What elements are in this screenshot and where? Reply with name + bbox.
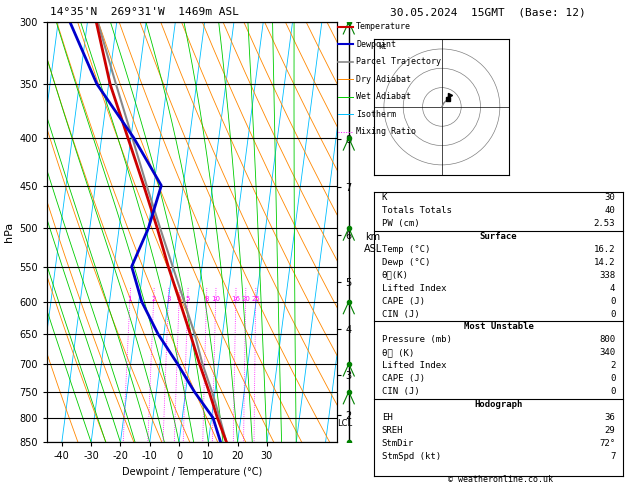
Text: 1: 1 — [128, 295, 132, 302]
Text: 338: 338 — [599, 271, 615, 280]
Text: EH: EH — [382, 413, 392, 422]
Text: LCL: LCL — [337, 419, 352, 428]
Text: Isotherm: Isotherm — [356, 110, 396, 119]
Text: 14°35'N  269°31'W  1469m ASL: 14°35'N 269°31'W 1469m ASL — [50, 7, 239, 17]
Text: 4: 4 — [177, 295, 181, 302]
Y-axis label: hPa: hPa — [4, 222, 14, 242]
Text: Most Unstable: Most Unstable — [464, 323, 533, 331]
Text: Temp (°C): Temp (°C) — [382, 245, 430, 254]
Text: CIN (J): CIN (J) — [382, 387, 420, 396]
Text: Lifted Index: Lifted Index — [382, 361, 446, 370]
Text: 0: 0 — [610, 374, 615, 383]
Text: 30: 30 — [604, 193, 615, 202]
X-axis label: Dewpoint / Temperature (°C): Dewpoint / Temperature (°C) — [122, 467, 262, 477]
Text: 10: 10 — [211, 295, 220, 302]
Text: Dewp (°C): Dewp (°C) — [382, 258, 430, 267]
Text: 25: 25 — [251, 295, 260, 302]
Text: © weatheronline.co.uk: © weatheronline.co.uk — [448, 474, 552, 484]
Text: Dewpoint: Dewpoint — [356, 40, 396, 49]
Text: Lifted Index: Lifted Index — [382, 284, 446, 293]
Text: SREH: SREH — [382, 426, 403, 435]
Text: 340: 340 — [599, 348, 615, 357]
Text: Wet Adiabat: Wet Adiabat — [356, 92, 411, 101]
Text: kt: kt — [378, 42, 386, 51]
Text: Mixing Ratio: Mixing Ratio — [356, 127, 416, 136]
Text: 3: 3 — [166, 295, 170, 302]
Text: StmDir: StmDir — [382, 439, 414, 448]
Text: 29: 29 — [604, 426, 615, 435]
Text: StmSpd (kt): StmSpd (kt) — [382, 451, 441, 461]
Text: 16.2: 16.2 — [594, 245, 615, 254]
Text: 72°: 72° — [599, 439, 615, 448]
Text: 0: 0 — [610, 387, 615, 396]
Text: K: K — [382, 193, 387, 202]
Text: Pressure (mb): Pressure (mb) — [382, 335, 452, 345]
Text: CIN (J): CIN (J) — [382, 310, 420, 318]
Text: Dry Adiabat: Dry Adiabat — [356, 75, 411, 84]
Text: 800: 800 — [599, 335, 615, 345]
Text: 30.05.2024  15GMT  (Base: 12): 30.05.2024 15GMT (Base: 12) — [389, 7, 586, 17]
Text: CAPE (J): CAPE (J) — [382, 296, 425, 306]
Text: CAPE (J): CAPE (J) — [382, 374, 425, 383]
Text: 2.53: 2.53 — [594, 219, 615, 228]
Text: Temperature: Temperature — [356, 22, 411, 31]
Text: 5: 5 — [186, 295, 190, 302]
Text: Totals Totals: Totals Totals — [382, 206, 452, 215]
Text: 14.2: 14.2 — [594, 258, 615, 267]
Text: Hodograph: Hodograph — [474, 400, 523, 409]
Y-axis label: km
ASL: km ASL — [364, 232, 382, 254]
Text: 8: 8 — [204, 295, 209, 302]
Text: 0: 0 — [610, 296, 615, 306]
Text: 40: 40 — [604, 206, 615, 215]
Text: Surface: Surface — [480, 232, 517, 241]
Text: 2: 2 — [610, 361, 615, 370]
Text: 4: 4 — [610, 284, 615, 293]
Text: 7: 7 — [610, 451, 615, 461]
Text: Parcel Trajectory: Parcel Trajectory — [356, 57, 441, 66]
Text: θᴇ(K): θᴇ(K) — [382, 271, 409, 280]
Text: 36: 36 — [604, 413, 615, 422]
Text: θᴇ (K): θᴇ (K) — [382, 348, 414, 357]
Text: 20: 20 — [241, 295, 250, 302]
Text: PW (cm): PW (cm) — [382, 219, 420, 228]
Text: 2: 2 — [152, 295, 156, 302]
Text: 16: 16 — [231, 295, 240, 302]
Text: 0: 0 — [610, 310, 615, 318]
